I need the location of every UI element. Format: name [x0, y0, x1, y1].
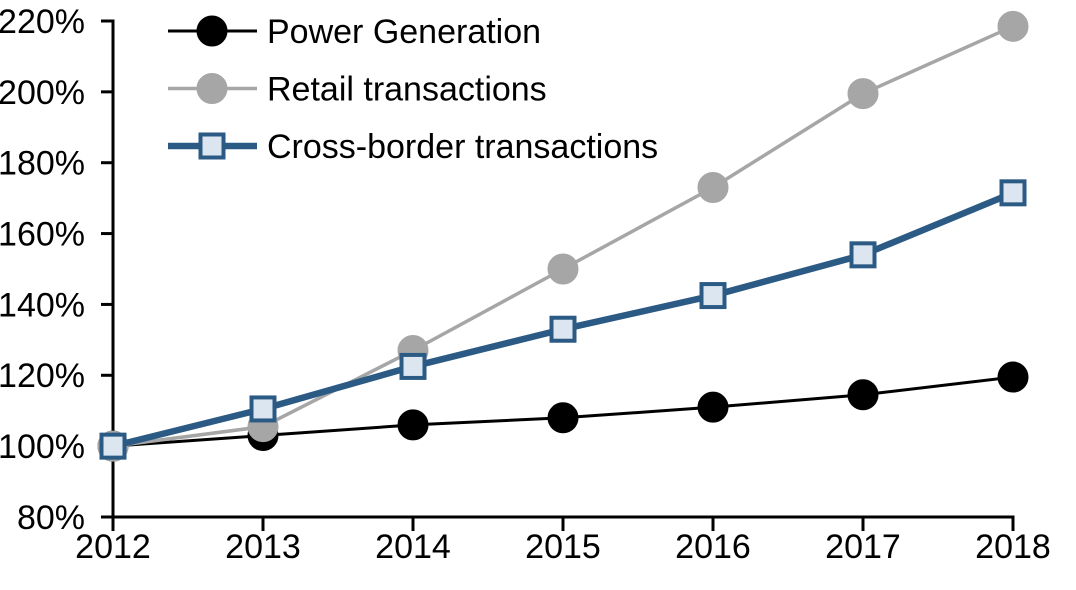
x-tick-label-2016: 2016	[675, 528, 751, 566]
y-tick-label-140: 140%	[0, 286, 85, 324]
point-power-generation-2017	[847, 379, 879, 411]
legend-item-retail-transactions: Retail transactions	[168, 70, 547, 108]
series-retail-transactions	[97, 10, 1029, 462]
legend-label-power-generation: Power Generation	[267, 13, 541, 51]
x-tick-label-2012: 2012	[75, 528, 151, 566]
y-tick-label-200: 200%	[0, 74, 85, 112]
y-axis: 220% 200% 180% 160% 140% 120% 100% 80%	[0, 3, 115, 537]
point-retail-transactions-2017	[847, 78, 879, 110]
point-power-generation-2018	[997, 361, 1029, 393]
y-tick-label-80: 80%	[17, 499, 85, 537]
point-cross-border-transactions-2012	[99, 432, 127, 460]
series-power-generation	[97, 361, 1029, 462]
x-tick-label-2017: 2017	[825, 528, 901, 566]
point-retail-transactions-2018	[997, 10, 1029, 42]
point-retail-transactions-2016	[697, 172, 729, 204]
point-cross-border-transactions-2016	[699, 282, 727, 310]
legend-marker-power-generation	[196, 15, 228, 47]
y-tick-label-100: 100%	[0, 428, 85, 466]
point-cross-border-transactions-2017	[849, 241, 877, 269]
x-tick-label-2013: 2013	[225, 528, 301, 566]
series-cross-border-transactions	[99, 179, 1027, 460]
point-power-generation-2016	[697, 391, 729, 423]
y-tick-label-120: 120%	[0, 357, 85, 395]
legend-item-power-generation: Power Generation	[168, 13, 541, 51]
legend-item-cross-border-transactions: Cross-border transactions	[168, 128, 658, 166]
y-tick-label-180: 180%	[0, 145, 85, 183]
x-tick-label-2018: 2018	[975, 528, 1051, 566]
x-axis: 2012 2013 2014 2015 2016 2017 2018	[75, 515, 1051, 566]
legend-label-cross-border-transactions: Cross-border transactions	[267, 128, 658, 166]
x-tick-label-2014: 2014	[375, 528, 451, 566]
legend-label-retail-transactions: Retail transactions	[267, 70, 547, 108]
legend-marker-retail-transactions	[196, 73, 228, 104]
y-tick-label-160: 160%	[0, 215, 85, 253]
x-tick-label-2015: 2015	[525, 528, 601, 566]
point-power-generation-2015	[547, 402, 579, 434]
point-retail-transactions-2015	[547, 253, 579, 285]
point-cross-border-transactions-2013	[249, 395, 277, 423]
legend: Power Generation Retail transactions Cross…	[168, 13, 658, 166]
point-power-generation-2014	[397, 409, 429, 441]
legend-marker-cross-border-transactions	[198, 132, 226, 160]
point-cross-border-transactions-2015	[549, 315, 577, 343]
y-tick-label-220: 220%	[0, 3, 85, 41]
point-cross-border-transactions-2014	[399, 352, 427, 380]
point-cross-border-transactions-2018	[999, 179, 1027, 207]
